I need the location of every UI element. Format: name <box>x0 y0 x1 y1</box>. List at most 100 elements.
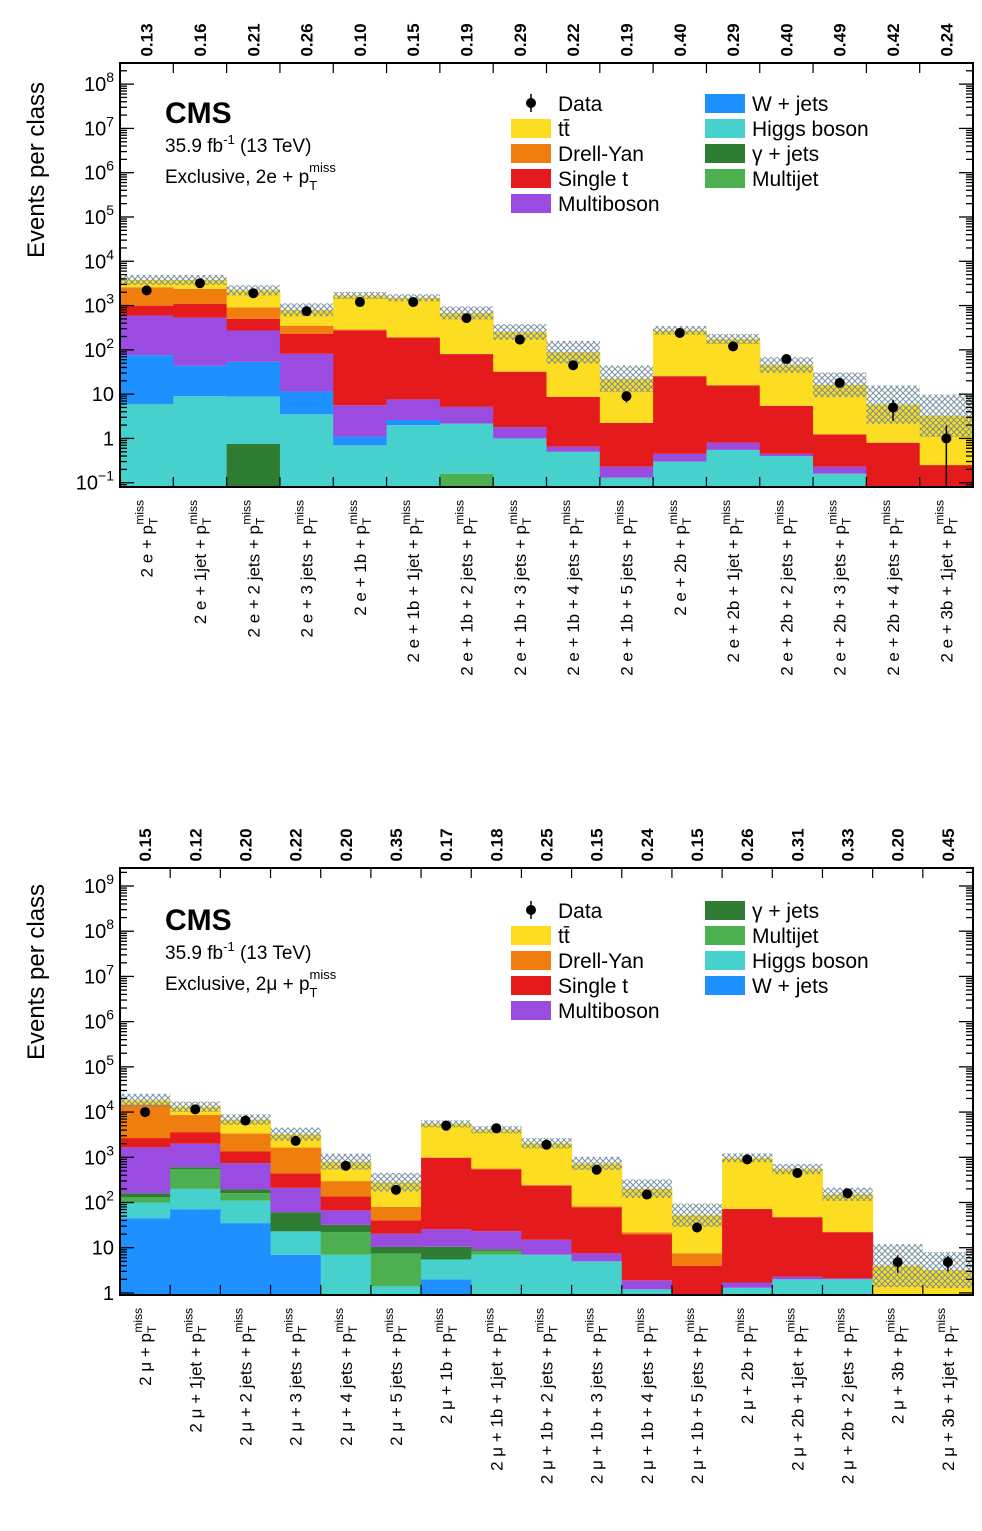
y-axis-title: Events per class <box>23 82 50 258</box>
category-label: 2 e + 3 jets + pTmiss <box>293 500 321 637</box>
p-value-label: 0.20 <box>337 828 356 861</box>
bar-segment <box>822 1278 874 1280</box>
legend-label: Drell-Yan <box>558 143 644 166</box>
category-label: 2 μ + 3b + pTmiss <box>884 1308 912 1424</box>
selection-label: Exclusive, 2μ + pTmiss <box>165 967 337 1000</box>
bar-segment <box>120 1218 171 1295</box>
p-value-label: 0.15 <box>404 23 423 56</box>
bar-segment <box>173 365 228 397</box>
bar-segment <box>571 1253 623 1262</box>
bar-segment <box>421 1229 472 1247</box>
y-tick-label: 107 <box>84 113 114 140</box>
bar-segment <box>471 1169 522 1232</box>
bar-segment <box>333 405 388 437</box>
data-point <box>140 1107 151 1118</box>
uncertainty-band <box>546 340 600 364</box>
p-value-label: 0.15 <box>588 828 607 861</box>
data-point <box>742 1154 753 1165</box>
bar-segment <box>173 288 228 305</box>
data-point <box>290 1135 301 1146</box>
bar-segment <box>772 1217 823 1277</box>
category-label: 2 μ + 1b + 5 jets + pTmiss <box>683 1308 711 1484</box>
bar-segment <box>320 1181 372 1197</box>
legend-label: γ + jets <box>752 900 819 923</box>
luminosity-label: 35.9 fb-1 (13 TeV) <box>165 132 311 157</box>
bar-segment <box>493 427 547 439</box>
legend-label: γ + jets <box>752 143 819 166</box>
bar-segment <box>471 1249 522 1251</box>
p-value-label: 0.19 <box>618 23 637 56</box>
y-tick-label: 1 <box>103 428 114 450</box>
p-value-label: 0.40 <box>671 23 690 56</box>
legend-swatch <box>511 169 551 188</box>
legend-label: Drell-Yan <box>558 950 644 973</box>
y-axis: 10−1 1 10 102 103 104 105 106 107 108 <box>76 62 973 495</box>
bar-segment <box>170 1167 221 1170</box>
chart-panel-2: 1 10 102 103 104 105 106 107 108 109 Events per cl… <box>23 828 974 1484</box>
category-label: 2 e + 2b + pTmiss <box>666 500 694 616</box>
bar-segment <box>599 423 654 467</box>
bar-segment <box>386 425 441 487</box>
legend-label: Single t <box>558 168 628 191</box>
legend-label: Higgs boson <box>752 118 869 141</box>
x-axis: 2 μ + pTmiss 2 μ + 1jet + pTmiss 2 μ + 2 j… <box>119 868 974 1484</box>
category-label: 2 μ + 1b + pTmiss <box>432 1308 460 1424</box>
legend-swatch <box>705 926 745 945</box>
bar-segment <box>226 307 281 319</box>
uncertainty-band <box>599 365 654 393</box>
bar-segment <box>653 453 707 462</box>
y-tick-label: 106 <box>84 158 114 185</box>
chart-panel-1: 10−1 1 10 102 103 104 105 106 107 108 Events per c… <box>23 23 974 676</box>
category-label: 2 μ + 5 jets + pTmiss <box>382 1308 410 1446</box>
category-label: 2 μ + 3b + 1jet + pTmiss <box>934 1308 962 1471</box>
bar-segment <box>220 1193 272 1201</box>
p-value-label: 0.49 <box>831 23 850 56</box>
bar-segment <box>270 1187 322 1213</box>
data-point <box>641 1189 652 1200</box>
selection-label: Exclusive, 2e + pTmiss <box>165 160 336 193</box>
bar-segment <box>671 1253 723 1266</box>
bar-segment <box>621 1234 673 1281</box>
bar-segment <box>120 315 174 356</box>
bar-segment <box>173 317 228 366</box>
p-value-label: 0.29 <box>511 23 530 56</box>
category-label: 2 e + 1b + 5 jets + pTmiss <box>613 500 641 676</box>
p-value-label: 0.12 <box>186 828 205 861</box>
bar-segment <box>653 461 707 487</box>
uncertainty-band <box>759 357 814 373</box>
bar-segment <box>120 1193 171 1198</box>
p-value-label: 0.42 <box>884 23 903 56</box>
bar-segment <box>706 385 761 443</box>
bar-segment <box>120 305 174 316</box>
category-label: 2 e + 1jet + pTmiss <box>186 500 214 624</box>
p-value-label: 0.13 <box>138 23 157 56</box>
bar-segment <box>722 1157 773 1210</box>
p-value-label: 0.19 <box>458 23 477 56</box>
bar-segment <box>386 337 441 400</box>
data-points <box>141 278 952 487</box>
bar-segment <box>226 443 281 487</box>
uncertainty-band <box>333 291 387 299</box>
stacked-bars <box>120 1093 974 1295</box>
bar-segment <box>320 1210 372 1225</box>
bar-segment <box>493 371 547 372</box>
bar-segment <box>270 1147 322 1174</box>
bar-segment <box>546 396 601 447</box>
p-value-label: 0.15 <box>136 828 155 861</box>
bar-segment <box>813 473 867 487</box>
bar-segment <box>772 1276 823 1280</box>
category-label: 2 e + 2b + 4 jets + pTmiss <box>879 500 907 676</box>
category-label: 2 e + 2b + 2 jets + pTmiss <box>772 500 800 676</box>
bar-segment <box>759 405 814 454</box>
bar-segment <box>170 1188 221 1210</box>
p-value-label: 0.40 <box>777 23 796 56</box>
bar-segment <box>270 1173 322 1188</box>
bar-segment <box>120 1197 171 1203</box>
bar-segment <box>120 355 174 404</box>
p-value-label: 0.35 <box>387 828 406 861</box>
y-tick-label: 1 <box>103 1283 114 1305</box>
p-value-label: 0.21 <box>244 23 263 56</box>
bar-segment <box>226 396 281 444</box>
category-label: 2 e + 1b + 2 jets + pTmiss <box>453 500 481 676</box>
